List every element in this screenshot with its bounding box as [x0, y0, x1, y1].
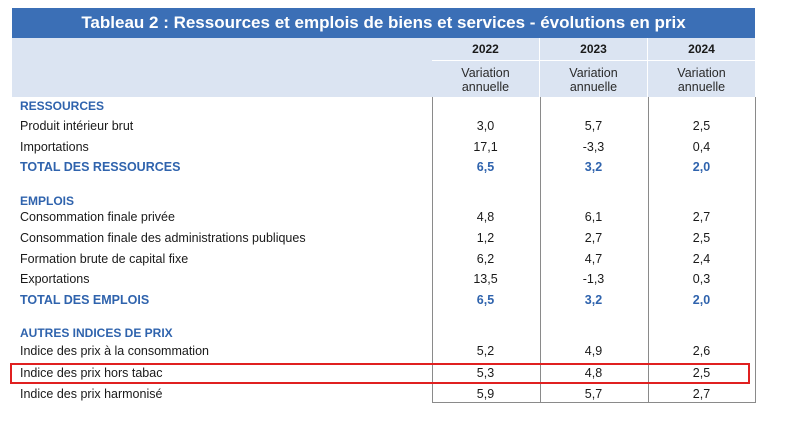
column-subtitle: Variation annuelle [540, 60, 647, 97]
cell-2023: -1,3 [582, 272, 605, 286]
row-label: Exportations [20, 272, 90, 286]
cell-2024: 2,7 [692, 210, 711, 224]
table-bottom-border [432, 402, 755, 403]
column-subtitle: Variation annuelle [648, 60, 755, 97]
cell-2023: 2,7 [584, 231, 603, 245]
column-year: 2022 [432, 38, 539, 60]
table-row: Indice des prix à la consommation 5,2 4,9 2… [0, 341, 787, 361]
table-row: Importations 17,1 -3,3 0,4 [0, 137, 787, 157]
column-header-2: 2024 Variation annuelle [648, 38, 755, 402]
row-label: AUTRES INDICES DE PRIX [20, 326, 173, 340]
column-header-1: 2023 Variation annuelle [540, 38, 647, 402]
column-subtitle-line1: Variation [569, 66, 618, 80]
cell-2023: -3,3 [582, 140, 605, 154]
column-header-0: 2022 Variation annuelle [432, 38, 539, 402]
row-label: Indice des prix à la consommation [20, 344, 209, 358]
column-subtitle-line1: Variation [461, 66, 510, 80]
table-row: Consommation finale des administrations … [0, 228, 787, 248]
cell-2022: 6,5 [476, 293, 495, 307]
row-label: Produit intérieur brut [20, 119, 134, 133]
table-row: Exportations 13,5 -1,3 0,3 [0, 269, 787, 289]
cell-2023: 4,9 [584, 344, 603, 358]
row-label: Indice des prix harmonisé [20, 387, 163, 401]
column-divider [540, 97, 541, 403]
cell-2024: 0,3 [692, 272, 711, 286]
cell-2023: 3,2 [584, 293, 603, 307]
cell-2024: 2,5 [692, 231, 711, 245]
row-label: Importations [20, 140, 89, 154]
column-subtitle-line1: Variation [677, 66, 726, 80]
column-divider [755, 97, 756, 403]
row-label: Formation brute de capital fixe [20, 252, 189, 266]
cell-2022: 17,1 [473, 140, 498, 154]
cell-2022: 5,3 [476, 366, 495, 380]
row-label: RESSOURCES [20, 99, 105, 113]
cell-2024: 2,7 [692, 387, 711, 401]
cell-2024: 0,4 [692, 140, 711, 154]
cell-2024: 2,6 [692, 344, 711, 358]
cell-2024: 2,0 [692, 293, 711, 307]
table-row: Formation brute de capital fixe 6,2 4,7 2,4 [0, 249, 787, 269]
cell-2023: 5,7 [584, 119, 603, 133]
cell-2022: 1,2 [476, 231, 495, 245]
column-divider [648, 97, 649, 403]
row-label: Consommation finale des administrations … [20, 231, 306, 245]
cell-2023: 6,1 [584, 210, 603, 224]
table-row: Indice des prix hors tabac 5,3 4,8 2,5 [0, 363, 787, 383]
cell-2023: 3,2 [584, 160, 603, 174]
cell-2022: 3,0 [476, 119, 495, 133]
total-row: TOTAL DES EMPLOIS 6,5 3,2 2,0 [0, 290, 787, 310]
section-row: RESSOURCES [0, 96, 787, 116]
cell-2023: 4,7 [584, 252, 603, 266]
cell-2022: 4,8 [476, 210, 495, 224]
section-row: EMPLOIS [0, 191, 787, 211]
cell-2024: 2,0 [692, 160, 711, 174]
column-year: 2023 [540, 38, 647, 60]
total-row: TOTAL DES RESSOURCES 6,5 3,2 2,0 [0, 157, 787, 177]
cell-2023: 5,7 [584, 387, 603, 401]
row-label: TOTAL DES RESSOURCES [20, 160, 181, 174]
cell-2023: 4,8 [584, 366, 603, 380]
row-label: TOTAL DES EMPLOIS [20, 293, 150, 307]
cell-2022: 6,2 [476, 252, 495, 266]
cell-2024: 2,5 [692, 119, 711, 133]
column-year: 2024 [648, 38, 755, 60]
table-title: Tableau 2 : Ressources et emplois de bie… [12, 8, 755, 38]
column-divider [432, 97, 433, 403]
column-subtitle-line2: annuelle [461, 80, 510, 94]
row-label: Consommation finale privée [20, 210, 175, 224]
cell-2022: 5,9 [476, 387, 495, 401]
section-row: AUTRES INDICES DE PRIX [0, 323, 787, 343]
cell-2024: 2,5 [692, 366, 711, 380]
column-subtitle-line2: annuelle [677, 80, 726, 94]
cell-2024: 2,4 [692, 252, 711, 266]
cell-2022: 5,2 [476, 344, 495, 358]
row-label: Indice des prix hors tabac [20, 366, 163, 380]
table-row: Indice des prix harmonisé 5,9 5,7 2,7 [0, 384, 787, 404]
column-subtitle-line2: annuelle [569, 80, 618, 94]
header-label-panel [12, 38, 432, 97]
row-label: EMPLOIS [20, 194, 75, 208]
table-row: Produit intérieur brut 3,0 5,7 2,5 [0, 116, 787, 136]
highlight-box [10, 363, 750, 384]
cell-2022: 6,5 [476, 160, 495, 174]
column-subtitle: Variation annuelle [432, 60, 539, 97]
table-row: Consommation finale privée 4,8 6,1 2,7 [0, 207, 787, 227]
cell-2022: 13,5 [473, 272, 498, 286]
